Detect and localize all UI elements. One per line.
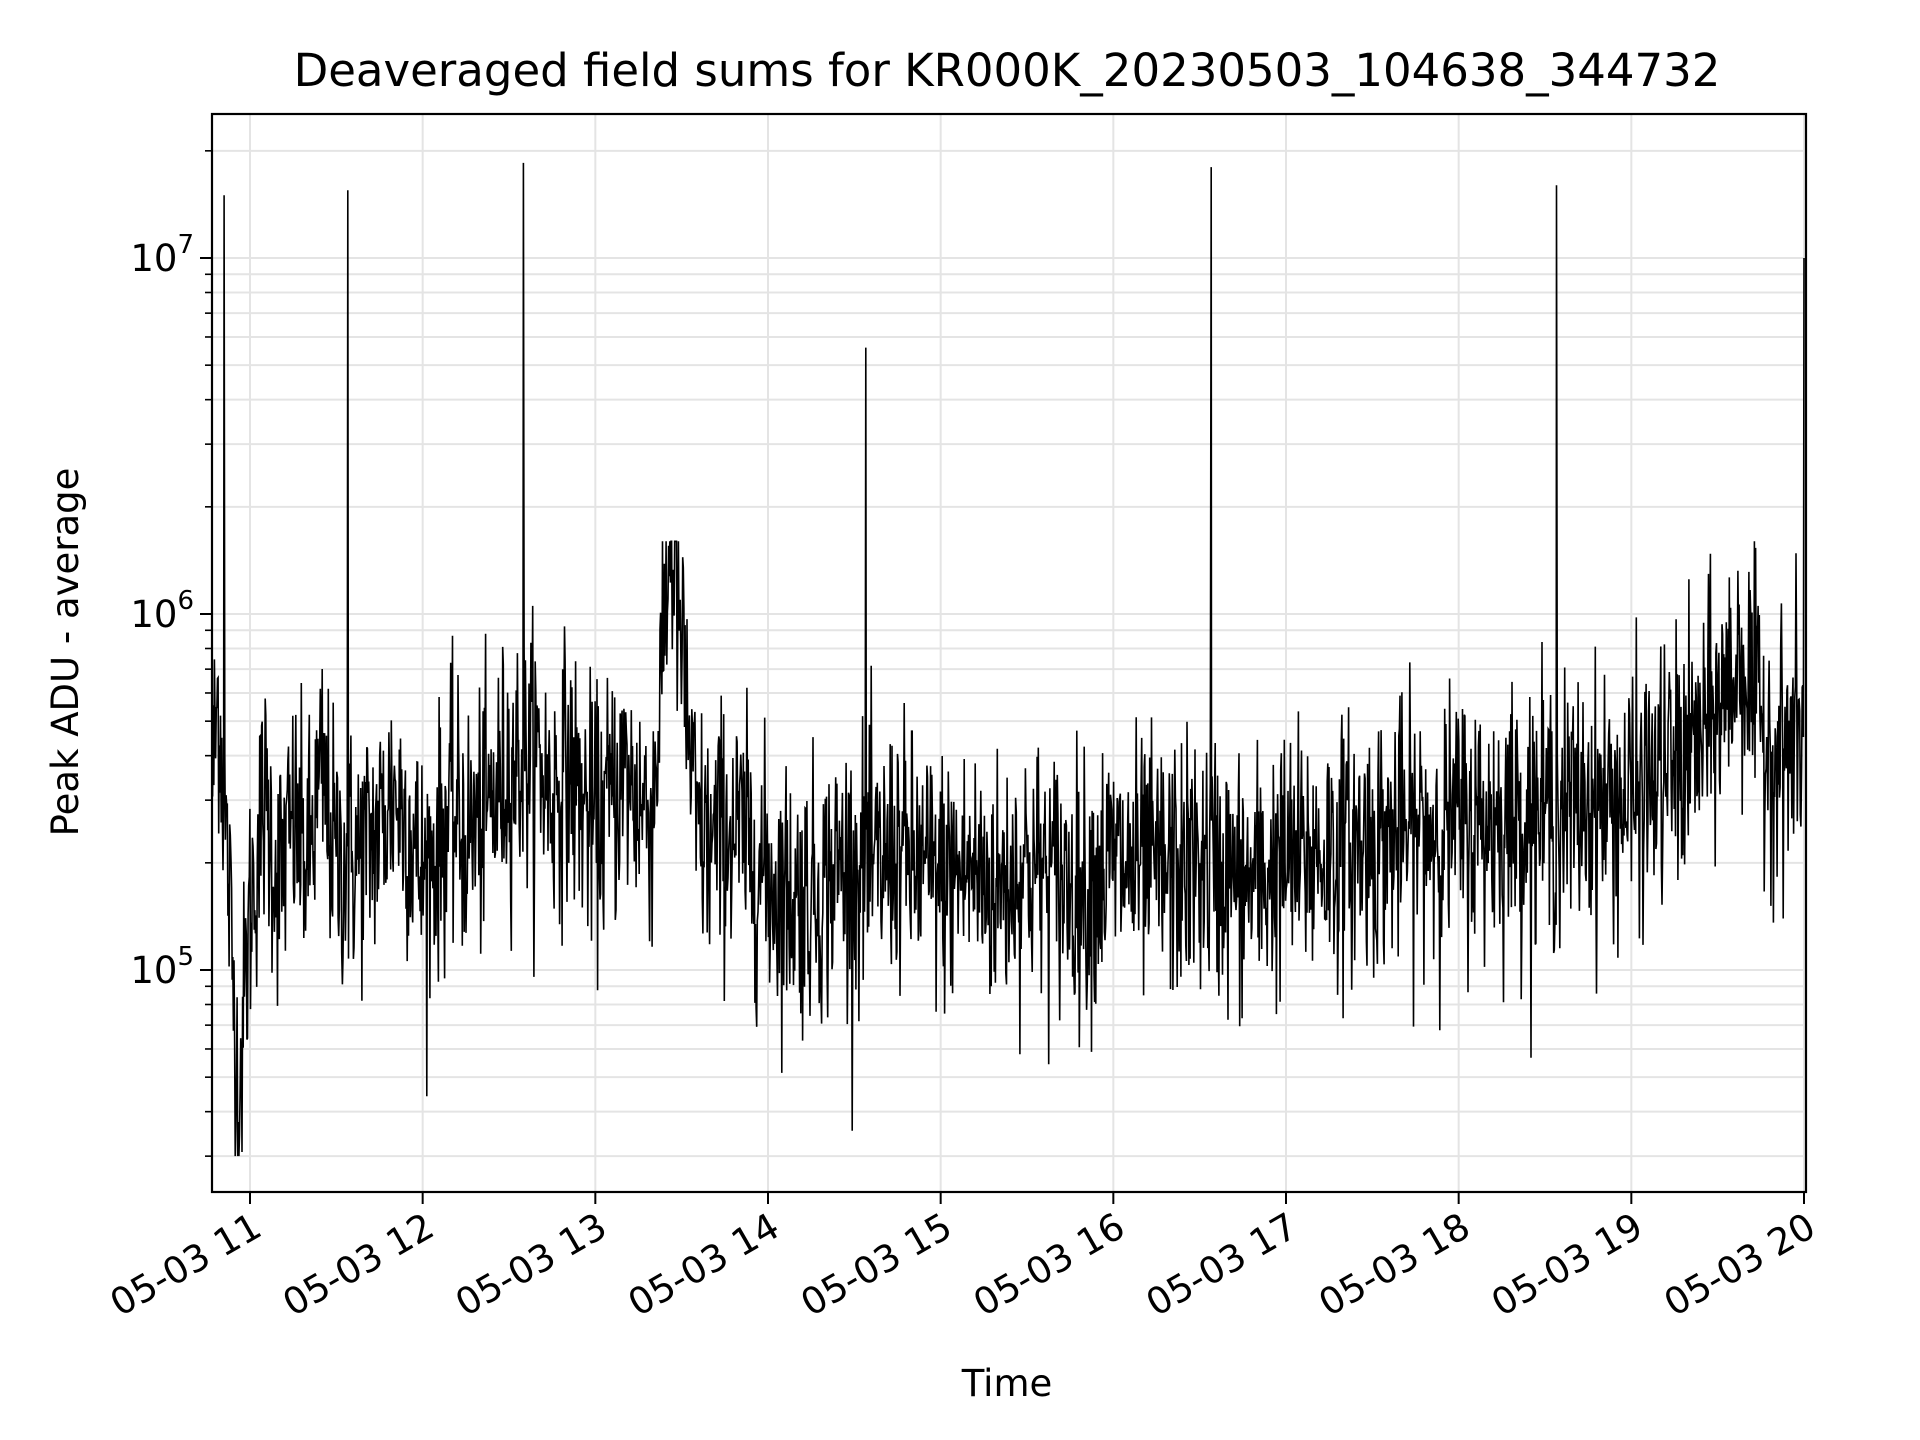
- chart-title: Deaveraged field sums for KR000K_2023050…: [294, 44, 1721, 97]
- y-axis-label: Peak ADU - average: [44, 468, 87, 837]
- x-axis-label: Time: [961, 1362, 1053, 1405]
- y-tick-label: 106: [130, 586, 194, 636]
- y-tick-label: 107: [130, 230, 194, 280]
- plot-area-frame: [210, 112, 1808, 1194]
- series-layer: [211, 162, 1805, 1157]
- series-line: [211, 162, 1805, 1157]
- y-tick-label: 105: [130, 942, 194, 992]
